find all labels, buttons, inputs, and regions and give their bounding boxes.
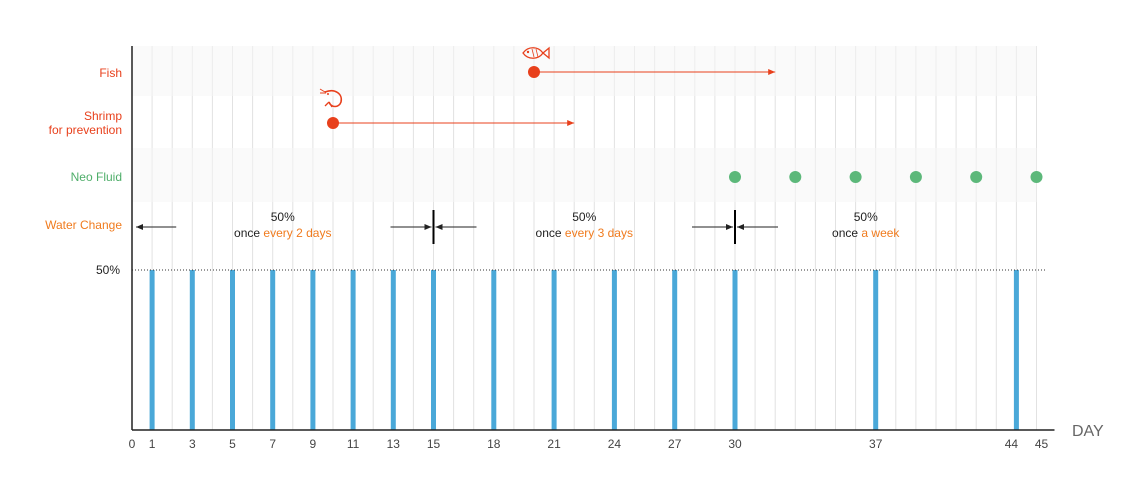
bar-day-30	[732, 270, 738, 430]
x-axis-label: DAY	[1072, 423, 1104, 440]
phase-prefix-1: once	[536, 226, 565, 240]
x-tick-label-15: 15	[427, 437, 441, 451]
row-labels: Fish Shrimp for prevention Neo Fluid Water C…	[45, 66, 122, 277]
phase-prefix-0: once	[234, 226, 263, 240]
x-tick-label-3: 3	[189, 437, 196, 451]
row-label-line-0: Fish	[99, 66, 122, 80]
x-tick-label-24: 24	[608, 437, 622, 451]
x-tick-label-7: 7	[269, 437, 276, 451]
phase-highlight-0: every 2 days	[263, 226, 331, 240]
x-tick-label-13: 13	[387, 437, 401, 451]
phase-highlight-1: every 3 days	[565, 226, 633, 240]
water-change-bars	[149, 270, 1019, 430]
bar-day-5	[230, 270, 235, 430]
bar-day-3	[189, 270, 195, 430]
bar-day-44	[1013, 270, 1019, 430]
shrimp-start-dot	[327, 117, 339, 129]
row-label-water-change: Water Change	[45, 218, 122, 232]
fish-tail	[541, 46, 550, 60]
shrimp-body	[324, 89, 343, 108]
neo-fluid-dot-day-42	[970, 171, 983, 183]
fish-icon	[522, 46, 550, 60]
row-label-line-0: Shrimp	[84, 109, 122, 123]
shrimp-eye	[327, 93, 329, 95]
row-label-shrimp-for-prevention: Shrimp for prevention	[49, 109, 123, 137]
x-tick-label-9: 9	[310, 437, 317, 451]
phase-percent-0: 50%	[271, 210, 295, 224]
row-label-neo-fluid: Neo Fluid	[71, 170, 122, 184]
bar-day-27	[672, 270, 678, 430]
x-tick-label-37: 37	[869, 437, 883, 451]
bar-day-13	[390, 270, 396, 430]
phase-frequency-0: once every 2 days	[234, 226, 331, 240]
x-tick-label-21: 21	[547, 437, 561, 451]
row-band-0	[132, 46, 1037, 96]
row-label-line-1: for prevention	[49, 123, 122, 137]
phase-highlight-2: a week	[861, 226, 900, 240]
bar-day-9	[310, 270, 316, 430]
x-tick-label-11: 11	[347, 437, 360, 451]
fish-start-dot	[528, 66, 540, 78]
phase-prefix-2: once	[832, 226, 861, 240]
row-band-1	[132, 148, 1037, 202]
row-label-fish: Fish	[99, 66, 122, 80]
fish-eye	[526, 50, 530, 54]
row-label-line-0: Water Change	[45, 218, 122, 232]
x-tick-label-18: 18	[487, 437, 501, 451]
bar-day-24	[611, 270, 617, 430]
neo-fluid-dot-day-39	[909, 171, 922, 183]
shrimp-tail	[324, 101, 333, 108]
shrimp-antenna	[319, 88, 326, 94]
x-tick-label-45: 45	[1035, 437, 1049, 451]
bar-day-1	[149, 270, 155, 430]
neo-fluid-dot-day-36	[849, 171, 862, 183]
phase-frequency-2: once a week	[832, 226, 900, 240]
bar-day-15	[431, 270, 436, 430]
bar-day-7	[270, 270, 276, 430]
x-tick-label-0: 0	[129, 437, 136, 451]
neo-fluid-dot-day-33	[789, 171, 802, 183]
phase-frequency-1: once every 3 days	[536, 226, 633, 240]
x-tick-label-1: 1	[149, 437, 156, 451]
x-tick-label-30: 30	[728, 437, 742, 451]
bar-day-11	[350, 270, 356, 430]
bar-day-37	[873, 270, 879, 430]
shrimp-icon	[319, 88, 343, 108]
gridlines	[151, 46, 1037, 430]
event-marks: 50% once every 2 days 50% once every 3 days…	[136, 46, 1043, 244]
level-label: 50%	[96, 263, 120, 277]
row-bands	[132, 46, 1037, 202]
phase-percent-2: 50%	[854, 210, 878, 224]
x-tick-label-44: 44	[1005, 437, 1019, 451]
neo-fluid-dot-day-30	[729, 171, 741, 183]
phase-percent-1: 50%	[572, 210, 596, 224]
fish-stripes	[531, 48, 539, 58]
row-label-line-0: Neo Fluid	[71, 170, 122, 184]
x-tick-label-5: 5	[229, 437, 236, 451]
bar-day-21	[551, 270, 557, 430]
neo-fluid-dot-day-45	[1030, 171, 1043, 183]
x-tick-label-27: 27	[668, 437, 682, 451]
bar-day-18	[491, 270, 497, 430]
